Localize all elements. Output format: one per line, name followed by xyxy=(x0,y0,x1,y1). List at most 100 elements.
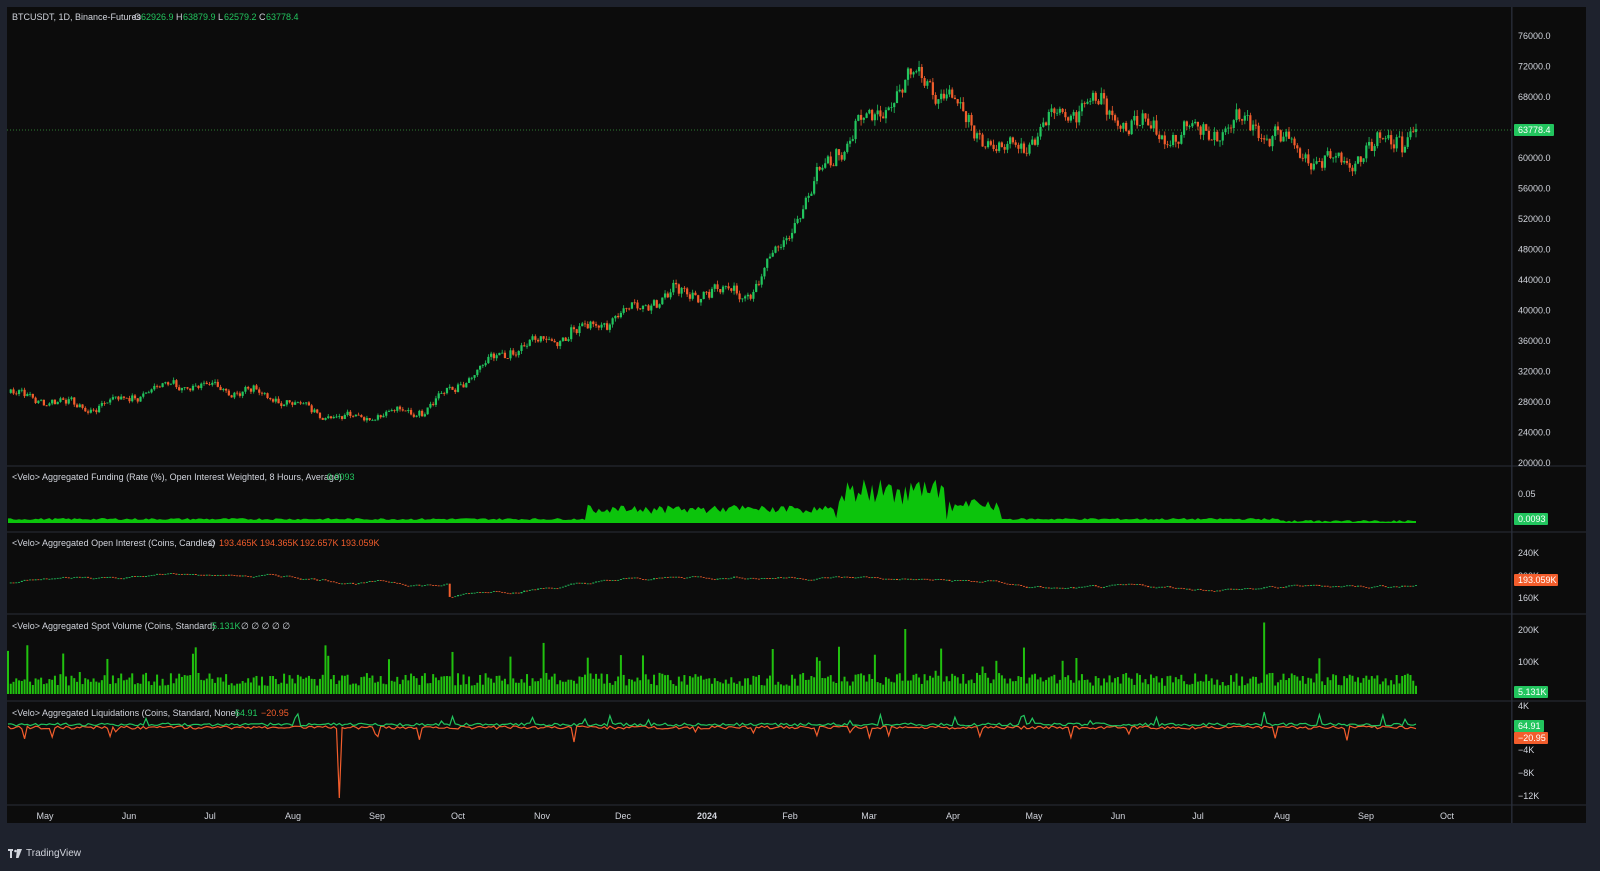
volume-bar xyxy=(837,646,840,694)
volume-bar xyxy=(390,680,393,694)
oi-candle xyxy=(122,578,125,580)
volume-bar xyxy=(357,685,360,694)
candle-body xyxy=(583,323,587,325)
volume-bar xyxy=(462,674,465,694)
volume-bar xyxy=(236,683,239,694)
oi-candle xyxy=(412,585,415,587)
oi-candle xyxy=(1310,584,1313,586)
candle-body xyxy=(407,409,410,412)
candle-body xyxy=(1326,151,1329,156)
volume-bar xyxy=(829,675,832,694)
volume-bar xyxy=(548,679,551,694)
candle-body xyxy=(710,288,714,298)
candle-body xyxy=(782,240,785,247)
candle-body xyxy=(832,165,835,167)
volume-bar xyxy=(365,673,368,694)
volume-bar xyxy=(813,677,816,694)
oi-pane-title[interactable]: <Velo> Aggregated Open Interest (Coins, … xyxy=(12,538,215,548)
oi-candle xyxy=(1345,585,1348,587)
volume-bar xyxy=(567,679,570,694)
oi-candle xyxy=(1080,586,1083,588)
oi-candle xyxy=(724,578,727,580)
candle-body xyxy=(305,402,308,404)
volume-bar xyxy=(1230,675,1233,694)
volume-bar xyxy=(713,678,716,694)
low-value: 62579.2 xyxy=(224,12,257,22)
candle-body xyxy=(120,396,123,400)
oi-candle xyxy=(1202,589,1205,591)
candle-body xyxy=(1354,163,1357,172)
volume-bar xyxy=(964,683,967,694)
oi-candle xyxy=(1210,590,1213,592)
oi-candle xyxy=(589,583,592,585)
candle-body xyxy=(274,398,277,402)
oi-candle xyxy=(677,576,680,578)
oi-candle xyxy=(363,582,366,584)
candle-body xyxy=(288,400,291,403)
axis-labels: 76000.072000.068000.064000.060000.056000… xyxy=(36,31,1550,821)
volume-bar xyxy=(81,684,84,694)
volume-bar xyxy=(465,684,468,694)
candle-body xyxy=(183,387,186,389)
candle-body xyxy=(1180,134,1183,144)
oi-candle xyxy=(1323,585,1326,587)
oi-candle xyxy=(40,579,43,581)
oi-candle xyxy=(390,581,393,583)
candle-body xyxy=(898,89,901,92)
volume-bar xyxy=(1252,676,1255,694)
volume-bar xyxy=(335,684,338,694)
candle-body xyxy=(89,409,92,413)
oi-candle xyxy=(564,585,567,587)
candle-body xyxy=(1149,125,1153,129)
candle-body xyxy=(205,382,208,385)
oi-candle xyxy=(255,576,258,578)
oi-candle xyxy=(64,576,67,578)
candle-body xyxy=(70,397,73,400)
candle-body xyxy=(476,369,479,376)
oi-candle xyxy=(989,580,992,582)
oi-candle xyxy=(1384,586,1387,588)
oi-candle xyxy=(633,577,636,579)
oi-candle xyxy=(1307,585,1310,587)
oi-candle xyxy=(1288,585,1291,587)
candle-body xyxy=(484,363,487,366)
oi-candle xyxy=(357,583,360,585)
spot-pane-title[interactable]: <Velo> Aggregated Spot Volume (Coins, St… xyxy=(12,621,215,631)
oi-candle xyxy=(727,578,730,580)
funding-area xyxy=(8,479,1416,523)
oi-candle xyxy=(746,578,749,580)
oi-candle xyxy=(1334,586,1337,588)
candle-body xyxy=(719,289,722,293)
symbol-title[interactable]: BTCUSDT, 1D, Binance-Futures xyxy=(12,12,142,22)
oi-candle xyxy=(531,589,534,591)
funding-pane-title[interactable]: <Velo> Aggregated Funding (Rate (%), Ope… xyxy=(12,472,342,482)
volume-bar xyxy=(956,677,959,694)
tradingview-logo[interactable]: TradingView xyxy=(8,846,81,860)
candle-body xyxy=(1301,157,1304,159)
oi-candle xyxy=(686,577,689,579)
volume-bar xyxy=(211,678,214,694)
candle-body xyxy=(525,345,529,347)
candle-body xyxy=(294,402,297,405)
oi-candle xyxy=(247,576,250,577)
oi-candle xyxy=(570,583,573,585)
oi-candle xyxy=(272,574,275,575)
oi-candle xyxy=(241,575,244,577)
volume-bar xyxy=(506,684,509,694)
liq-pane-title[interactable]: <Velo> Aggregated Liquidations (Coins, S… xyxy=(12,708,239,718)
oi-candle xyxy=(487,592,490,594)
candle-body xyxy=(813,181,816,194)
candle-body xyxy=(1199,126,1202,135)
candle-body xyxy=(1033,139,1037,145)
volume-bar xyxy=(1370,676,1373,694)
volume-bar xyxy=(1069,680,1072,694)
candle-body xyxy=(691,292,694,299)
candle-body xyxy=(92,409,95,411)
candle-body xyxy=(285,400,288,405)
candle-body xyxy=(95,410,98,413)
volume-bar xyxy=(346,674,349,694)
candle-body xyxy=(1014,142,1017,145)
volume-bar xyxy=(636,677,639,694)
candle-body xyxy=(125,397,128,399)
